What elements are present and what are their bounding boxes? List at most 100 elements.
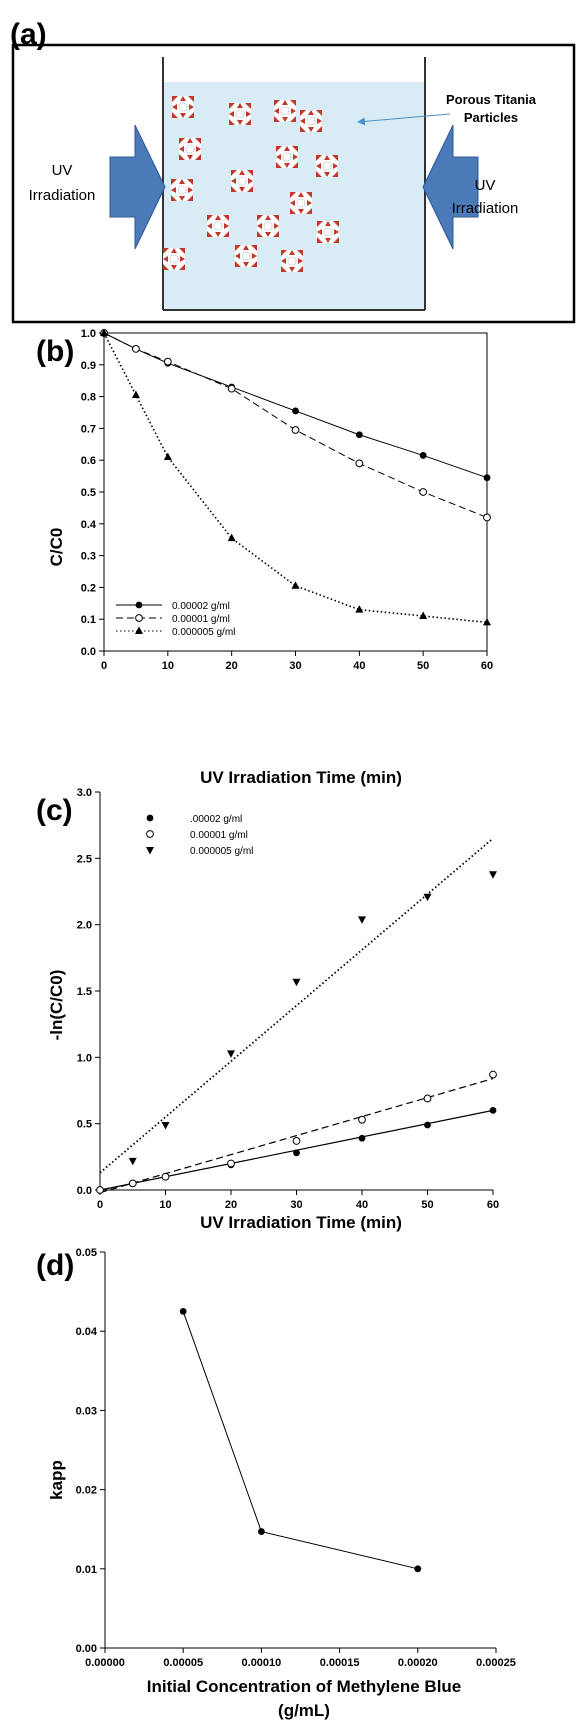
open-circle-marker xyxy=(355,459,364,468)
y-tick-label: 0.04 xyxy=(76,1326,98,1338)
x-tick-label: 0 xyxy=(101,660,107,672)
filled-circle-marker xyxy=(258,1528,265,1535)
x-tick-label: 50 xyxy=(421,1199,433,1211)
legend-label: .00002 g/ml xyxy=(190,814,242,825)
particle-pore xyxy=(169,254,179,264)
y-tick-label: 0.4 xyxy=(81,519,97,531)
open-circle-marker xyxy=(358,1115,366,1124)
filled-triangle-up-marker xyxy=(483,617,491,626)
chart-c-xlabel: UV Irradiation Time (min) xyxy=(200,1213,402,1232)
particle-edge-marks xyxy=(316,155,338,177)
filled-circle-marker xyxy=(419,452,427,459)
legend: .00002 g/ml 0.00001 g/ml 0.000005 g/ml xyxy=(146,814,253,857)
panel-b: (b) 0 10 20 30 40 50 60 0.0 0.1 0.2 0.3 0.4 0.5 0.6 0.… xyxy=(36,328,493,787)
y-tick-label: 1.0 xyxy=(77,1052,92,1064)
particle-corners xyxy=(172,96,194,118)
filled-circle-marker xyxy=(293,1149,300,1157)
filled-circle-marker xyxy=(355,431,363,439)
particle-corners xyxy=(235,245,257,267)
legend-entry: 0.000005 g/ml xyxy=(116,626,235,638)
particle-edge-marks xyxy=(231,170,253,192)
particles-pointer-arrow xyxy=(357,113,451,126)
open-circle-marker xyxy=(423,1094,432,1103)
y-tick-label: 0.0 xyxy=(77,1185,92,1197)
chart-b: 0 10 20 30 40 50 60 0.0 0.1 0.2 0.3 0.4 0.5 0.6 0.7 0.8… xyxy=(81,328,493,672)
series-line xyxy=(103,332,488,624)
titania-particle xyxy=(300,110,322,132)
chart-d-xlabel-line1: Initial Concentration of Methylene Blue xyxy=(147,1677,462,1696)
particle-pore xyxy=(185,144,195,154)
chart-d-ylabel: kapp xyxy=(47,1460,66,1500)
x-tick-label: 0.00015 xyxy=(320,1657,360,1669)
particle-edge-marks xyxy=(171,179,193,201)
x-tick-label: 20 xyxy=(225,1199,237,1211)
titania-particle xyxy=(229,103,251,125)
particle-corners xyxy=(257,215,279,237)
filled-triangle-up-marker xyxy=(131,390,140,399)
filled-triangle-down-marker xyxy=(161,1121,170,1130)
filled-triangle-down-marker xyxy=(358,916,366,924)
series-1 xyxy=(96,1070,497,1194)
open-circle-marker xyxy=(135,614,143,622)
particle-corners xyxy=(281,250,303,272)
particle-edge-marks xyxy=(276,146,298,168)
particle-corners xyxy=(229,103,251,125)
particle-pore xyxy=(282,152,292,162)
x-tick-label: 0 xyxy=(97,1199,103,1211)
filled-triangle-up-marker xyxy=(163,452,172,461)
y-tick-label: 0.1 xyxy=(81,614,96,626)
particle-body xyxy=(171,179,193,201)
left-uv-arrow xyxy=(109,124,166,250)
titania-particle xyxy=(207,215,229,237)
legend-label: 0.00002 g/ml xyxy=(172,601,230,612)
panel-d-label: (d) xyxy=(36,1249,74,1282)
titania-particle xyxy=(163,248,185,270)
titania-particle xyxy=(171,179,193,201)
filled-circle-marker xyxy=(292,407,299,415)
chart-b-xlabel: UV Irradiation Time (min) xyxy=(200,768,402,787)
particle-body xyxy=(257,215,279,237)
x-tick-label: 0.00025 xyxy=(476,1657,516,1669)
legend-label: 0.000005 g/ml xyxy=(190,846,253,857)
x-tick-label: 40 xyxy=(356,1199,368,1211)
particle-pore xyxy=(306,116,316,126)
particle-edge-marks xyxy=(235,245,257,267)
open-circle-marker xyxy=(161,1172,170,1181)
y-tick-label: 0.7 xyxy=(81,423,96,435)
particle-pore xyxy=(241,251,251,261)
filled-triangle-down-marker xyxy=(128,1157,137,1166)
particle-pore xyxy=(280,106,290,116)
particle-corners xyxy=(179,138,201,160)
particle-pore xyxy=(296,198,306,208)
series-2 xyxy=(99,837,497,1174)
chart-b-ylabel: C/C0 xyxy=(47,528,66,567)
chart-c: 0 10 20 30 40 50 60 0.0 0.5 1.0 1.5 2.0 2.5 3.0 .00002… xyxy=(77,787,499,1211)
right-uv-label-line2: Irradiation xyxy=(452,200,519,217)
particle-edge-marks xyxy=(229,103,251,125)
particle-pore xyxy=(237,176,247,186)
particle-edge-marks xyxy=(179,138,201,160)
titania-particle xyxy=(317,221,339,243)
plot-frame xyxy=(105,1252,496,1648)
filled-circle-marker xyxy=(135,601,143,609)
particle-pore xyxy=(287,256,297,266)
filled-circle-marker xyxy=(424,1121,431,1129)
legend-entry: 0.00002 g/ml xyxy=(116,601,230,612)
titania-particle xyxy=(172,96,194,118)
legend-entry: .00002 g/ml xyxy=(146,814,242,825)
x-tick-label: 50 xyxy=(417,660,429,672)
titania-particle xyxy=(281,250,303,272)
filled-circle-marker xyxy=(146,814,154,822)
filled-circle-marker xyxy=(489,1107,497,1114)
open-circle-marker xyxy=(163,357,172,366)
particle-edge-marks xyxy=(281,250,303,272)
particle-corners xyxy=(207,215,229,237)
x-tick-label: 30 xyxy=(290,1199,302,1211)
y-tick-label: 0.5 xyxy=(77,1119,92,1131)
particle-corners xyxy=(300,110,322,132)
titania-particle xyxy=(235,245,257,267)
open-circle-marker xyxy=(489,1070,497,1079)
particle-edge-marks xyxy=(290,192,312,214)
plot-frame xyxy=(103,332,488,652)
